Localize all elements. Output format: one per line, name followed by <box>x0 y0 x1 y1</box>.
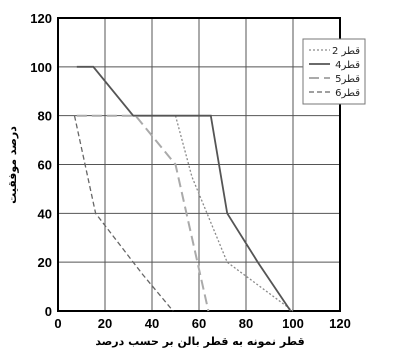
x-tick-label: 100 <box>282 316 304 331</box>
legend-label-1: قطر 2 <box>332 46 360 57</box>
y-tick-label: 60 <box>38 158 52 173</box>
series-line-2 <box>76 65 292 312</box>
y-tick-label: 20 <box>38 255 52 270</box>
plot-frame <box>57 17 341 312</box>
y-tick-label: 80 <box>38 109 52 124</box>
x-tick-label: 80 <box>239 316 253 331</box>
y-axis-title: درصد موفقيت <box>6 126 19 204</box>
y-tick-label: 0 <box>45 304 52 319</box>
x-tick-label: 0 <box>54 316 61 331</box>
legend-label-2: قطر4 <box>335 60 360 71</box>
x-tick-label: 60 <box>192 316 206 331</box>
x-tick-label: 120 <box>329 316 351 331</box>
legend-label-4: قطر6 <box>335 88 360 99</box>
y-tick-label: 40 <box>38 206 52 221</box>
x-tick-label: 20 <box>98 316 112 331</box>
series-line-1 <box>174 115 294 312</box>
y-tick-label: 120 <box>30 11 52 26</box>
legend-label-3: قطر5 <box>335 74 360 85</box>
x-axis-title: قطر نمونه به قطر بالن بر حسب درصد <box>95 335 304 348</box>
grid <box>57 17 341 312</box>
series-layer <box>73 65 294 312</box>
legend-box <box>302 38 366 105</box>
x-tick-label: 40 <box>145 316 159 331</box>
tick-labels: 0 20 40 60 80 100 120 0 20 40 60 80 100 120 <box>30 11 351 331</box>
series-line-3 <box>76 114 210 312</box>
y-tick-label: 100 <box>30 60 52 75</box>
series-line-4 <box>73 115 174 312</box>
legend: قطر 2 قطر4 قطر5 قطر6 <box>302 38 366 105</box>
